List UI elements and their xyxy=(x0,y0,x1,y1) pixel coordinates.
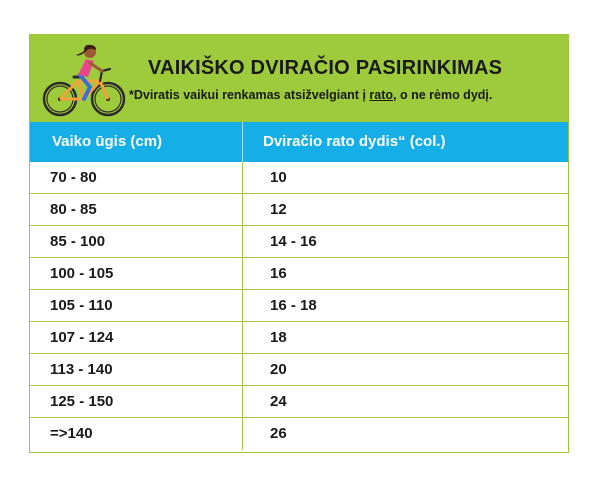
wheel-size-cell: 18 xyxy=(270,329,287,346)
height-cell: 113 - 140 xyxy=(50,361,113,378)
table-row: 107 - 124 18 xyxy=(30,322,568,354)
column-divider xyxy=(242,258,243,290)
table-header: Vaiko ūgis (cm) Dviračio rato dydis“ (co… xyxy=(30,122,568,162)
column-divider xyxy=(242,290,243,322)
table-row: 100 - 105 16 xyxy=(30,258,568,290)
column-divider xyxy=(242,226,243,258)
table-row: 105 - 110 16 - 18 xyxy=(30,290,568,322)
table-row: 70 - 80 10 xyxy=(30,162,568,194)
wheel-size-cell: 14 - 16 xyxy=(270,233,317,250)
column-divider xyxy=(242,354,243,386)
height-cell: =>140 xyxy=(50,425,93,442)
column-header-wheel-size: Dviračio rato dydis“ (col.) xyxy=(263,133,446,150)
note-text-end: , o ne rėmo dydį. xyxy=(393,88,493,102)
column-divider xyxy=(242,418,243,450)
column-divider xyxy=(242,322,243,354)
note-text-start: *Dviratis vaikui renkamas atsižvelgiant … xyxy=(129,88,370,102)
column-header-height: Vaiko ūgis (cm) xyxy=(52,133,163,150)
table-row: =>140 26 xyxy=(30,418,568,450)
table-body: 70 - 80 10 80 - 85 12 85 - 100 14 - 16 1… xyxy=(30,162,568,450)
height-cell: 100 - 105 xyxy=(50,265,114,282)
note-underlined-word: rato xyxy=(369,88,394,102)
column-divider xyxy=(242,386,243,418)
height-cell: 105 - 110 xyxy=(50,297,113,314)
wheel-size-cell: 10 xyxy=(270,169,287,186)
header-divider xyxy=(242,122,243,162)
wheel-size-cell: 20 xyxy=(270,361,287,378)
column-divider xyxy=(242,162,243,194)
table-row: 85 - 100 14 - 16 xyxy=(30,226,568,258)
bike-size-chart: VAIKIŠKO DVIRAČIO PASIRINKIMAS *Dviratis… xyxy=(29,34,569,453)
table-row: 125 - 150 24 xyxy=(30,386,568,418)
wheel-size-cell: 16 xyxy=(270,265,287,282)
height-cell: 70 - 80 xyxy=(50,169,97,186)
selection-note: *Dviratis vaikui renkamas atsižvelgiant … xyxy=(129,88,492,102)
height-cell: 80 - 85 xyxy=(50,201,97,218)
table-row: 113 - 140 20 xyxy=(30,354,568,386)
height-cell: 85 - 100 xyxy=(50,233,106,250)
wheel-size-cell: 26 xyxy=(270,425,287,442)
table-row: 80 - 85 12 xyxy=(30,194,568,226)
girl-on-bicycle-icon xyxy=(42,44,126,117)
height-cell: 107 - 124 xyxy=(50,329,114,346)
wheel-size-cell: 12 xyxy=(270,201,287,218)
page-title: VAIKIŠKO DVIRAČIO PASIRINKIMAS xyxy=(148,57,503,79)
title-banner: VAIKIŠKO DVIRAČIO PASIRINKIMAS *Dviratis… xyxy=(30,35,568,122)
wheel-size-cell: 24 xyxy=(270,393,287,410)
column-divider xyxy=(242,194,243,226)
height-cell: 125 - 150 xyxy=(50,393,114,410)
wheel-size-cell: 16 - 18 xyxy=(270,297,317,314)
